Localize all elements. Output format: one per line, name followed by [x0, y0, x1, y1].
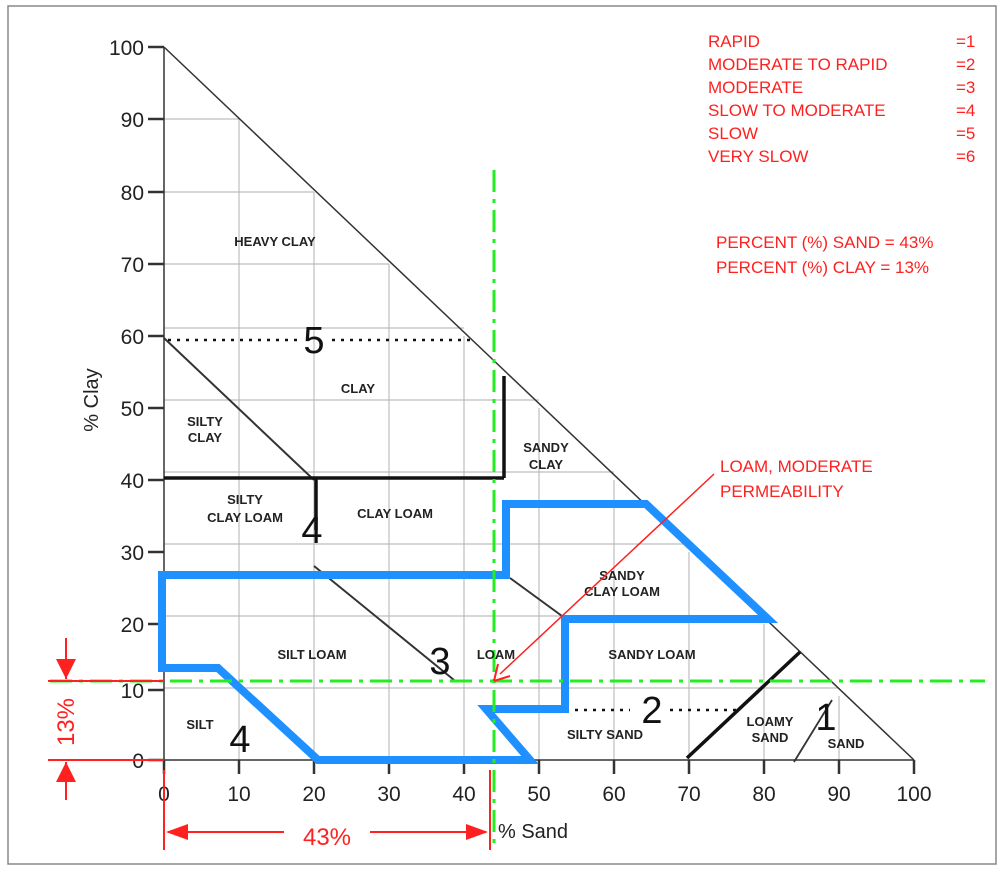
y-tick-50: 50	[121, 398, 144, 421]
legend-label-6: VERY SLOW	[708, 147, 808, 166]
zone-sandy-clay-line2: CLAY	[529, 457, 564, 472]
x-tick-70: 70	[677, 783, 700, 806]
x-tick-50: 50	[527, 783, 550, 806]
y-tick-30: 30	[121, 542, 144, 565]
y-tick-90: 90	[121, 109, 144, 132]
zone-silty-sand: SILTY SAND	[567, 727, 643, 742]
permeability-numbers: 5 4 3 4 2 1	[229, 320, 836, 761]
perm-number-4-upper: 4	[301, 510, 322, 552]
legend-label-5: SLOW	[708, 124, 758, 143]
moderate-zone-outline	[158, 500, 779, 764]
legend-label-1: RAPID	[708, 32, 760, 51]
legend-code-6: =6	[956, 147, 975, 166]
zone-silty-clay-line2: CLAY	[188, 430, 223, 445]
zone-clay: CLAY	[341, 381, 376, 396]
x-tick-90: 90	[827, 783, 850, 806]
zone-loam: LOAM	[477, 647, 515, 662]
zone-silty-clay-loam-line1: SILTY	[227, 492, 263, 507]
percent-sand-note: PERCENT (%) SAND = 43%	[716, 233, 933, 252]
y-tick-70: 70	[121, 254, 144, 277]
permeability-legend: RAPID =1 MODERATE TO RAPID =2 MODERATE =…	[708, 32, 975, 166]
percent-clay-note: PERCENT (%) CLAY = 13%	[716, 258, 929, 277]
x-tick-marks	[162, 760, 916, 774]
y-tick-10: 10	[121, 680, 144, 703]
x-tick-60: 60	[602, 783, 625, 806]
legend-code-4: =4	[956, 101, 975, 120]
sand-measure-label: 43%	[303, 824, 351, 851]
x-tick-20: 20	[302, 783, 325, 806]
zone-clay-loam: CLAY LOAM	[357, 506, 433, 521]
figure-border	[7, 5, 997, 865]
reading-lines	[50, 170, 985, 845]
x-tick-labels: 0 10 20 30 40 50 60 70 80 90 100	[158, 783, 931, 806]
perm-number-5: 5	[303, 320, 324, 362]
y-tick-labels: 100 90 80 70 60 50 40 30 20 10 0	[109, 37, 144, 773]
perm-number-4-lower: 4	[229, 719, 250, 761]
legend-code-5: =5	[956, 124, 975, 143]
x-axis-title: % Sand	[498, 821, 568, 843]
legend-code-2: =2	[956, 55, 975, 74]
legend-label-2: MODERATE TO RAPID	[708, 55, 887, 74]
x-tick-10: 10	[227, 783, 250, 806]
perm-number-1: 1	[815, 697, 836, 739]
zone-boundaries	[163, 337, 563, 681]
y-tick-100: 100	[109, 37, 144, 60]
y-tick-20: 20	[121, 614, 144, 637]
zone-labels: HEAVY CLAY CLAY SILTY CLAY SANDY CLAY SI…	[186, 234, 864, 751]
clay-measure-label: 13%	[53, 698, 80, 746]
clay-measure: 13%	[48, 638, 164, 800]
x-tick-40: 40	[452, 783, 475, 806]
zone-sandy-clay-loam-line2: CLAY LOAM	[584, 584, 660, 599]
zone-loamy-sand-line1: LOAMY	[747, 714, 794, 729]
zone-silt-loam: SILT LOAM	[277, 647, 346, 662]
y-tick-60: 60	[121, 326, 144, 349]
y-tick-40: 40	[121, 470, 144, 493]
callout-leader	[499, 473, 715, 675]
y-tick-0: 0	[132, 750, 144, 773]
zone-sandy-loam: SANDY LOAM	[608, 647, 695, 662]
y-tick-80: 80	[121, 182, 144, 205]
x-tick-80: 80	[752, 783, 775, 806]
legend-code-1: =1	[956, 32, 975, 51]
percent-note: PERCENT (%) SAND = 43% PERCENT (%) CLAY …	[716, 233, 933, 277]
grid	[164, 118, 840, 760]
zone-loamy-sand-line2: SAND	[752, 730, 789, 745]
sand-measure: 43%	[163, 770, 491, 851]
zone-silty-clay-loam-line2: CLAY LOAM	[207, 510, 283, 525]
legend-label-4: SLOW TO MODERATE	[708, 101, 886, 120]
perm-number-3: 3	[429, 641, 450, 683]
legend-label-3: MODERATE	[708, 78, 803, 97]
loam-callout: LOAM, MODERATE PERMEABILITY	[493, 457, 873, 682]
zone-sandy-clay-line1: SANDY	[523, 440, 569, 455]
zone-boundaries-thick	[164, 376, 802, 760]
callout-line2: PERMEABILITY	[720, 482, 844, 501]
legend-code-3: =3	[956, 78, 975, 97]
zone-sand: SAND	[828, 736, 865, 751]
zone-heavy-clay: HEAVY CLAY	[234, 234, 316, 249]
y-axis-title: % Clay	[81, 368, 103, 431]
x-tick-100: 100	[896, 783, 931, 806]
zone-silt: SILT	[186, 717, 213, 732]
perm-number-2: 2	[641, 690, 662, 732]
callout-line1: LOAM, MODERATE	[720, 457, 873, 476]
zone-silty-clay-line1: SILTY	[187, 414, 223, 429]
x-tick-30: 30	[377, 783, 400, 806]
zone-sandy-clay-loam-line1: SANDY	[599, 568, 645, 583]
callout-arrowhead	[493, 663, 511, 682]
sand-boundary	[793, 699, 833, 763]
